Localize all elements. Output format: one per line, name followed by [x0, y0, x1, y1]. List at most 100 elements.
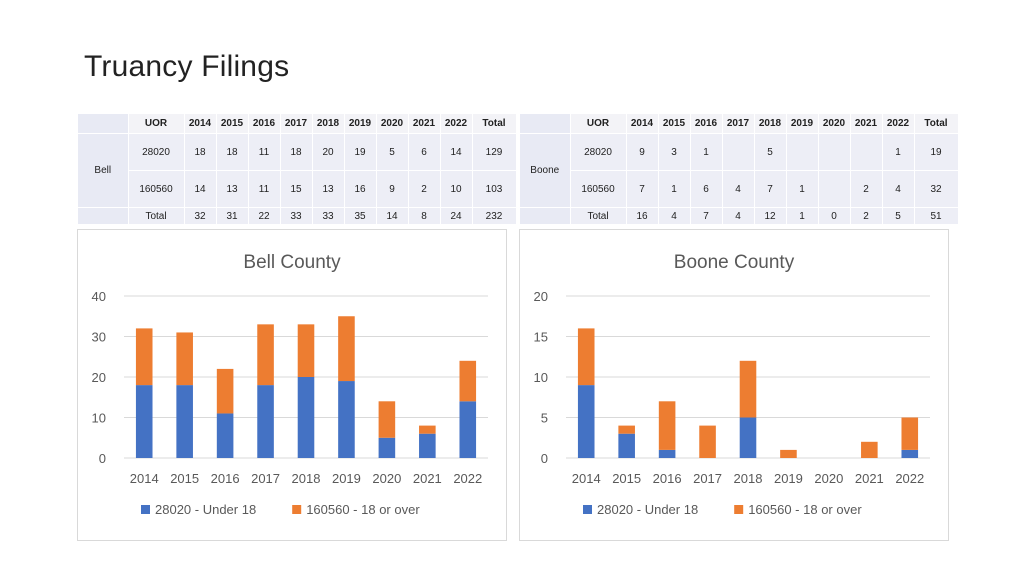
table-header-cell: 2020: [376, 114, 409, 134]
bar-segment-18-or-over: [135, 328, 153, 386]
table-cell: [850, 133, 883, 171]
table-cell: 14: [184, 170, 217, 208]
table-cell: 18: [216, 133, 249, 171]
x-tick-label: 2014: [130, 471, 159, 486]
y-tick-label: 10: [534, 370, 548, 385]
table-cell: 7: [626, 170, 659, 208]
table-cell: 14: [440, 133, 473, 171]
x-tick-label: 2018: [292, 471, 321, 486]
table-cell: 6: [690, 170, 723, 208]
y-tick-label: 15: [534, 330, 548, 345]
bar-segment-under-18: [658, 449, 676, 458]
table-row: Total 32 31 22 33 33 35 14 8 24 232: [78, 207, 517, 225]
table-cell: 15: [280, 170, 313, 208]
legend-swatch: [583, 505, 592, 514]
table-cell: 14: [376, 207, 409, 225]
x-tick-label: 2015: [170, 471, 199, 486]
table-cell: 9: [376, 170, 409, 208]
x-tick-label: 2020: [372, 471, 401, 486]
table-cell: 6: [408, 133, 441, 171]
bar-segment-18-or-over: [257, 324, 274, 386]
table-header-cell: 2014: [184, 114, 217, 134]
table-header-cell: Total: [914, 114, 959, 134]
table-row: Bell 28020 18 18 11 18 20 19 5 6 14 129: [78, 133, 517, 208]
legend-label: 28020 - Under 18: [155, 502, 256, 517]
table-cell: 7: [690, 207, 723, 225]
table-header-cell: UOR: [570, 114, 627, 134]
table-blank-cell: [520, 207, 571, 225]
table-cell: 16: [626, 207, 659, 225]
page-title: Truancy Filings: [84, 50, 290, 83]
table-cell: 33: [280, 207, 313, 225]
y-tick-label: 0: [99, 451, 106, 466]
table-cell: 2: [408, 170, 441, 208]
table-cell: 20: [312, 133, 345, 171]
x-tick-label: 2021: [413, 471, 442, 486]
table-row: Boone 28020 9 3 1 5 1 19: [520, 133, 959, 208]
table-cell: 51: [914, 207, 959, 225]
table-cell: 1: [658, 170, 691, 208]
table-cell: 4: [722, 207, 755, 225]
table-cell: 33: [312, 207, 345, 225]
boone-county-chart: Boone County 0 5 10 15 20 2014 2015 2016 2017 2018…: [534, 252, 930, 517]
table-cell: 1: [690, 133, 723, 171]
table-header-cell: 2021: [408, 114, 441, 134]
table-cell: 32: [184, 207, 217, 225]
legend-swatch: [141, 505, 150, 514]
bar-segment-18-or-over: [780, 449, 797, 458]
table-header-cell: 2016: [248, 114, 281, 134]
table-cell: 4: [722, 170, 755, 208]
y-tick-label: 5: [541, 411, 548, 426]
county-label: Bell: [78, 133, 129, 208]
bar-segment-18-or-over: [216, 368, 234, 414]
boone-data-table: UOR 2014 2015 2016 2017 2018 2019 2020 2021 2022 T…: [520, 114, 959, 225]
table-cell: 19: [344, 133, 377, 171]
table-cell: 3: [658, 133, 691, 171]
table-cell: 11: [248, 133, 281, 171]
table-header-cell: Total: [472, 114, 517, 134]
table-cell: 103: [472, 170, 517, 208]
table-cell: Total: [128, 207, 185, 225]
table-cell: 4: [882, 170, 915, 208]
table-cell: 8: [408, 207, 441, 225]
y-tick-label: 20: [534, 289, 548, 304]
x-tick-label: 2021: [855, 471, 884, 486]
bar-segment-18-or-over: [658, 401, 676, 450]
x-tick-label: 2017: [693, 471, 722, 486]
chart-title: Boone County: [674, 252, 795, 273]
table-cell: 12: [754, 207, 787, 225]
table-cell: 19: [914, 133, 959, 171]
table-header-cell: 2014: [626, 114, 659, 134]
table-header-cell: 2018: [754, 114, 787, 134]
table-cell: 9: [626, 133, 659, 171]
table-row: 160560 14 13 11 15 13 16 9 2 10 103: [78, 170, 517, 208]
table-cell: 160560: [128, 170, 185, 208]
bar-segment-18-or-over: [297, 324, 315, 377]
table-cell: 18: [280, 133, 313, 171]
legend-swatch: [734, 505, 744, 514]
x-tick-label: 2018: [734, 471, 763, 486]
bar-segment-under-18: [216, 413, 234, 458]
table-cell: 13: [312, 170, 345, 208]
x-tick-label: 2016: [653, 471, 682, 486]
legend-label: 160560 - 18 or over: [748, 502, 862, 517]
legend-label: 160560 - 18 or over: [306, 502, 420, 517]
table-cell: 13: [216, 170, 249, 208]
table-header-cell: 2020: [818, 114, 851, 134]
table-cell: 31: [216, 207, 249, 225]
x-tick-label: 2022: [895, 471, 924, 486]
y-tick-label: 10: [92, 411, 106, 426]
x-tick-label: 2017: [251, 471, 280, 486]
chart-title: Bell County: [243, 252, 341, 273]
y-tick-label: 20: [92, 370, 106, 385]
x-tick-label: 2022: [453, 471, 482, 486]
table-header-cell: 2017: [280, 114, 313, 134]
bar-segment-under-18: [297, 377, 315, 458]
table-cell: 2: [850, 207, 883, 225]
y-tick-label: 30: [92, 330, 106, 345]
bar-segment-18-or-over: [459, 360, 477, 402]
legend-label: 28020 - Under 18: [597, 502, 698, 517]
table-row: 160560 7 1 6 4 7 1 2 4 32: [520, 170, 959, 208]
table-cell: 28020: [570, 133, 627, 171]
legend-swatch: [292, 505, 302, 514]
